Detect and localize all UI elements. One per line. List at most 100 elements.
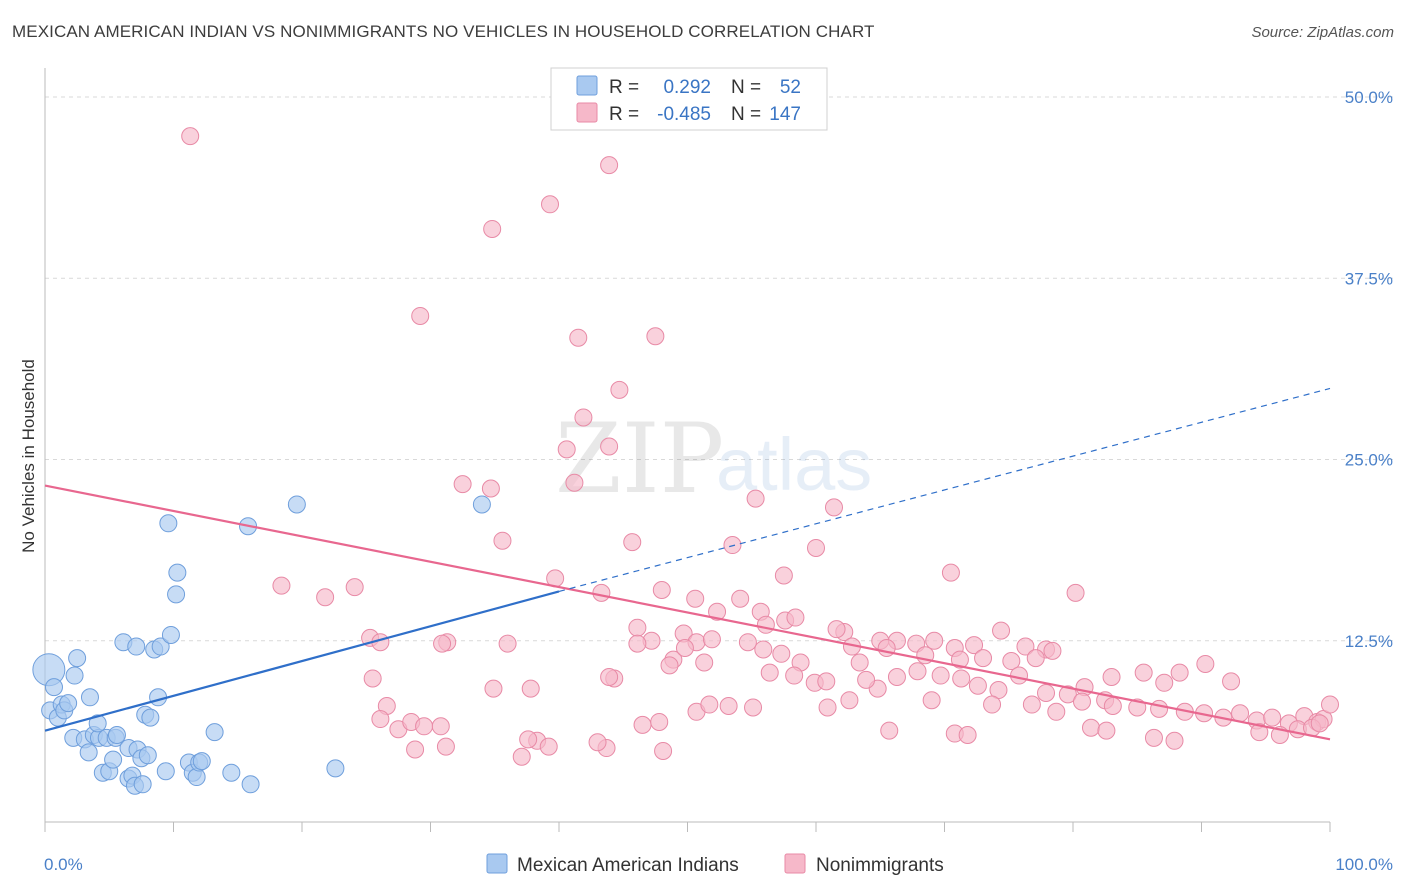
- point-mexican-american-indians: [65, 666, 84, 685]
- point-nonimmigrants: [498, 634, 517, 653]
- point-nonimmigrants: [411, 306, 430, 325]
- point-nonimmigrants: [746, 489, 765, 508]
- point-nonimmigrants: [628, 618, 647, 637]
- legend-r-value-2: -0.485: [657, 104, 711, 125]
- point-mexican-american-indians: [127, 637, 146, 656]
- point-mexican-american-indians: [156, 762, 175, 781]
- legend-swatch-blue: [576, 75, 598, 96]
- point-nonimmigrants: [1150, 699, 1169, 718]
- y-tick-label: 37.5%: [1345, 269, 1393, 288]
- mexican-american-indians-points: [32, 495, 491, 795]
- point-nonimmigrants: [925, 631, 944, 650]
- point-nonimmigrants: [521, 679, 540, 698]
- point-nonimmigrants: [772, 644, 791, 663]
- point-nonimmigrants: [1037, 683, 1056, 702]
- x-axis-ticks: [44, 822, 1331, 832]
- point-nonimmigrants: [1047, 702, 1066, 721]
- point-nonimmigrants: [345, 578, 364, 597]
- point-nonimmigrants: [654, 741, 673, 760]
- point-nonimmigrants: [931, 666, 950, 685]
- legend-n-value-1: 52: [780, 77, 801, 98]
- point-nonimmigrants: [1321, 695, 1339, 714]
- series-legend-label-blue: Mexican American Indians: [517, 855, 739, 876]
- point-mexican-american-indians: [133, 775, 152, 794]
- point-nonimmigrants: [974, 649, 993, 668]
- point-nonimmigrants: [1102, 668, 1121, 686]
- point-nonimmigrants: [857, 670, 876, 689]
- point-nonimmigrants: [827, 620, 846, 639]
- point-nonimmigrants: [922, 691, 941, 710]
- y-tick-labels: 12.5% 25.0% 37.5% 50.0%: [1345, 88, 1393, 651]
- point-mexican-american-indians: [205, 723, 224, 742]
- point-mexican-american-indians: [80, 688, 99, 707]
- point-mexican-american-indians: [326, 759, 345, 778]
- point-nonimmigrants: [181, 127, 200, 146]
- x-tick-label-min: 0.0%: [44, 855, 83, 874]
- point-nonimmigrants: [1081, 718, 1100, 737]
- point-nonimmigrants: [600, 437, 619, 456]
- point-nonimmigrants: [1222, 672, 1241, 691]
- point-mexican-american-indians: [79, 743, 98, 762]
- y-axis-label: No Vehicles in Household: [19, 359, 38, 553]
- point-nonimmigrants: [952, 669, 971, 688]
- point-nonimmigrants: [1066, 583, 1085, 602]
- trend-line-nonimmigrants: [44, 484, 1331, 741]
- point-nonimmigrants: [774, 566, 793, 585]
- point-nonimmigrants: [541, 195, 560, 214]
- point-nonimmigrants: [623, 533, 642, 552]
- point-nonimmigrants: [817, 672, 836, 691]
- point-nonimmigrants: [1022, 695, 1041, 714]
- point-nonimmigrants: [887, 668, 906, 686]
- trend-line-mexican-american-indians: [44, 590, 560, 732]
- point-nonimmigrants: [592, 583, 611, 602]
- point-nonimmigrants: [695, 653, 714, 672]
- point-mexican-american-indians: [107, 726, 126, 744]
- gridlines: [45, 96, 1393, 642]
- point-nonimmigrants: [493, 531, 512, 550]
- point-nonimmigrants: [1002, 652, 1021, 671]
- point-nonimmigrants: [600, 156, 619, 175]
- point-nonimmigrants: [744, 698, 763, 717]
- point-nonimmigrants: [708, 602, 727, 621]
- point-mexican-american-indians: [167, 585, 186, 604]
- series-legend-swatch-blue: [486, 853, 508, 874]
- point-nonimmigrants: [754, 640, 773, 659]
- point-nonimmigrants: [958, 726, 977, 744]
- point-nonimmigrants: [807, 538, 825, 557]
- point-mexican-american-indians: [161, 625, 180, 644]
- point-nonimmigrants: [818, 698, 837, 717]
- point-nonimmigrants: [880, 721, 899, 740]
- point-mexican-american-indians: [138, 746, 157, 765]
- point-nonimmigrants: [702, 630, 721, 649]
- point-nonimmigrants: [824, 498, 843, 517]
- point-nonimmigrants: [415, 717, 434, 736]
- point-nonimmigrants: [633, 715, 652, 734]
- point-nonimmigrants: [272, 576, 291, 595]
- chart-title: MEXICAN AMERICAN INDIAN VS NONIMMIGRANTS…: [12, 22, 875, 41]
- point-nonimmigrants: [1134, 663, 1153, 682]
- legend-swatch-pink: [576, 102, 598, 123]
- point-mexican-american-indians: [472, 495, 491, 514]
- point-nonimmigrants: [719, 697, 738, 715]
- y-tick-label: 25.0%: [1345, 451, 1393, 470]
- y-tick-label: 12.5%: [1345, 632, 1393, 651]
- point-nonimmigrants: [950, 650, 969, 669]
- point-nonimmigrants: [569, 328, 588, 347]
- point-nonimmigrants: [600, 668, 619, 686]
- point-nonimmigrants: [1010, 666, 1029, 685]
- point-nonimmigrants: [588, 733, 607, 752]
- series-legend: Mexican American Indians Nonimmigrants: [486, 853, 944, 876]
- legend-n-label-1: N =: [731, 77, 761, 98]
- point-nonimmigrants: [840, 691, 859, 710]
- point-nonimmigrants: [756, 615, 775, 634]
- point-nonimmigrants: [850, 653, 869, 672]
- point-nonimmigrants: [1103, 697, 1122, 715]
- point-nonimmigrants: [557, 440, 576, 459]
- nonimmigrants-points: [181, 127, 1339, 766]
- point-mexican-american-indians: [241, 775, 260, 794]
- point-nonimmigrants: [483, 219, 502, 238]
- legend-n-value-2: 147: [769, 104, 801, 125]
- point-mexican-american-indians: [44, 678, 63, 697]
- point-nonimmigrants: [539, 737, 558, 756]
- point-nonimmigrants: [1097, 721, 1116, 740]
